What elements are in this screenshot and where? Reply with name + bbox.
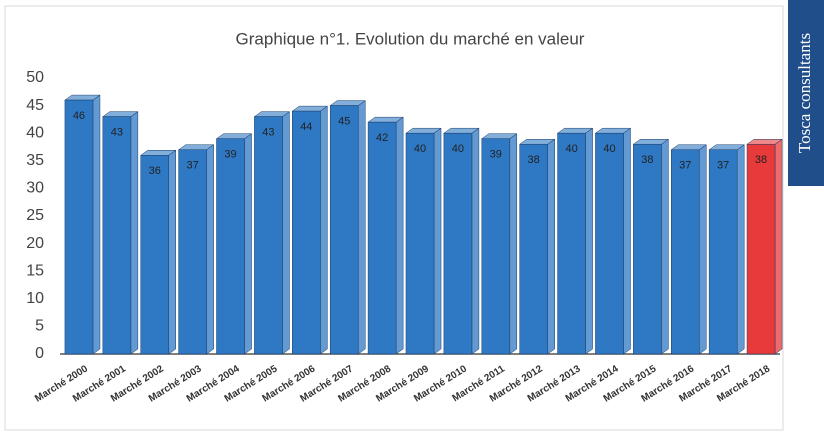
data-label: 40 (603, 143, 615, 155)
data-label: 44 (300, 121, 312, 133)
bar-front (519, 143, 548, 355)
bar (443, 127, 480, 355)
data-label: 38 (528, 154, 540, 166)
data-label: 40 (414, 143, 426, 155)
data-label: 39 (490, 149, 502, 161)
bar (518, 138, 556, 355)
bar (632, 138, 670, 355)
bar (670, 144, 708, 355)
bar-side (433, 127, 442, 355)
bar-side (395, 116, 404, 355)
bar-side (244, 133, 252, 355)
y-tick-label: 35 (26, 152, 44, 169)
bar-side (168, 149, 177, 355)
y-tick-label: 50 (26, 69, 44, 86)
y-tick-label: 15 (26, 262, 44, 279)
data-label: 40 (565, 143, 577, 155)
y-tick-label: 45 (26, 97, 44, 114)
chart-title: Graphique n°1. Evolution du marché en va… (236, 29, 585, 48)
bar-front (178, 149, 207, 355)
bar (64, 94, 101, 355)
data-label: 43 (262, 127, 274, 139)
bar-side (509, 133, 518, 355)
data-label: 42 (376, 132, 388, 144)
bar-front (595, 132, 624, 355)
y-tick-label: 5 (35, 318, 44, 335)
bar-front (633, 143, 662, 355)
data-label: 37 (679, 160, 691, 172)
data-label: 43 (111, 127, 123, 139)
bar-side (282, 111, 290, 355)
bar-side (357, 100, 366, 355)
y-tick-label: 0 (35, 345, 44, 362)
bar-front (329, 105, 359, 355)
bar (102, 111, 139, 355)
bar-side (92, 94, 101, 355)
bar-front (557, 132, 586, 355)
data-label: 36 (149, 165, 161, 177)
bar (480, 133, 518, 355)
bar-front (140, 155, 170, 355)
bar-side (471, 127, 480, 355)
bar (367, 116, 404, 355)
sidebar-box (788, 0, 824, 186)
bar (405, 127, 442, 355)
bar-side (661, 138, 669, 355)
bar-side (585, 127, 593, 355)
bar-front (670, 149, 700, 355)
bar-side (699, 144, 707, 355)
bar (329, 100, 367, 355)
bar-front (405, 132, 435, 355)
bar-side (547, 138, 555, 355)
data-label: 37 (717, 160, 729, 172)
data-label: 40 (452, 143, 464, 155)
bar (215, 133, 253, 355)
bar-front (746, 143, 776, 355)
bar-side (774, 138, 783, 355)
bar-side (736, 144, 745, 355)
data-label: 38 (641, 154, 653, 166)
bar (177, 144, 215, 355)
y-tick-label: 10 (26, 290, 44, 307)
bar-front (64, 99, 94, 355)
bar-front (216, 138, 245, 355)
bar (139, 149, 177, 355)
bar-side (206, 144, 214, 355)
bar-front (708, 149, 738, 355)
y-tick-label: 25 (26, 207, 44, 224)
bar (746, 138, 783, 355)
data-label: 37 (187, 160, 199, 172)
bar-side (623, 127, 631, 355)
bar-front (367, 121, 397, 355)
sidebar-text: Tosca consultants (795, 33, 814, 153)
bar-side (320, 105, 328, 355)
y-tick-label: 40 (26, 124, 44, 141)
bar (594, 127, 632, 355)
bar (291, 105, 329, 355)
data-label: 45 (338, 116, 350, 128)
bar-front (481, 138, 511, 355)
y-tick-label: 30 (26, 180, 44, 197)
bar (708, 144, 745, 355)
data-label: 38 (755, 154, 767, 166)
data-label: 39 (224, 149, 236, 161)
bar-front (102, 116, 132, 355)
bar-front (254, 116, 283, 355)
bar-front (443, 132, 473, 355)
y-tick-label: 20 (26, 235, 44, 252)
bar-front (292, 110, 321, 355)
data-label: 46 (73, 110, 85, 122)
bar (556, 127, 594, 355)
bar (253, 111, 291, 355)
bar-side (130, 111, 139, 355)
